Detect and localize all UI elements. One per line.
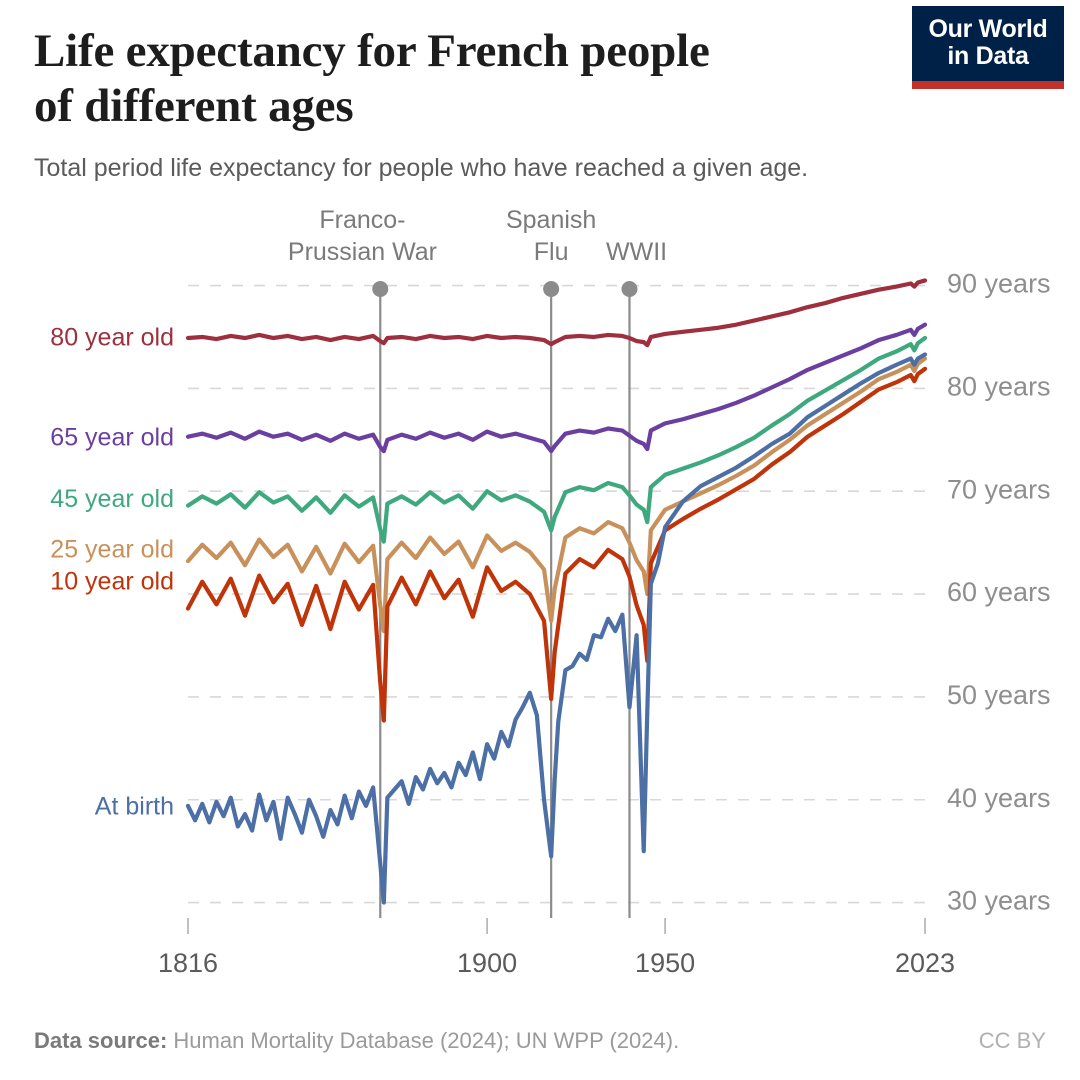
series-label-45-year-old[interactable]: 45 year old [50, 485, 174, 513]
owid-logo-box: Our World in Data [912, 6, 1064, 81]
annotation-label: Flu [534, 238, 569, 266]
y-axis-tick-label: 80 years [947, 372, 1051, 402]
annotation-dot[interactable] [621, 281, 638, 297]
annotation-dot[interactable] [543, 281, 560, 297]
y-axis-tick-label: 40 years [947, 783, 1051, 813]
x-axis-tick-label: 1816 [158, 948, 218, 978]
y-axis-tick-label: 60 years [947, 577, 1051, 607]
owid-logo[interactable]: Our World in Data [912, 6, 1064, 89]
page-title: Life expectancy for French people of dif… [34, 25, 710, 132]
owid-logo-line1: Our World [928, 15, 1048, 43]
series-label-65-year-old[interactable]: 65 year old [50, 423, 174, 451]
series-line-at-birth[interactable] [185, 352, 928, 905]
x-axis-tick-label: 1900 [457, 948, 517, 978]
y-axis-tick-label: 50 years [947, 680, 1051, 710]
series-label-80-year-old[interactable]: 80 year old [50, 324, 174, 352]
chart-subtitle: Total period life expectancy for people … [34, 154, 809, 182]
series-line-80-year-old[interactable] [185, 278, 928, 348]
annotation-label: Franco- [319, 206, 405, 234]
annotation-label: Spanish [506, 206, 596, 234]
chart-footer: Data source: Human Mortality Database (2… [34, 1028, 1046, 1054]
series-line-25-year-old[interactable] [185, 356, 928, 634]
y-axis-tick-label: 90 years [947, 269, 1051, 299]
data-source-label: Data source: [34, 1028, 168, 1053]
series-label-25-year-old[interactable]: 25 year old [50, 535, 174, 563]
data-source: Data source: Human Mortality Database (2… [34, 1028, 679, 1054]
x-axis-tick-label: 2023 [895, 948, 955, 978]
y-axis-tick-label: 30 years [947, 886, 1051, 916]
annotation-dot[interactable] [372, 281, 389, 297]
data-source-text: Human Mortality Database (2024); UN WPP … [167, 1028, 680, 1053]
y-axis-tick-label: 70 years [947, 474, 1051, 504]
series-line-45-year-old[interactable] [185, 335, 928, 544]
annotation-label: Prussian War [288, 238, 437, 266]
annotation-label: WWII [606, 238, 667, 266]
chart-header: Life expectancy for French people of dif… [34, 24, 1046, 194]
owid-logo-line2: in Data [947, 42, 1029, 70]
plot-area: 30 years 40 years 50 years 60 years 70 years… [50, 206, 1051, 978]
series-line-10-year-old[interactable] [185, 366, 928, 723]
series-label-at-birth[interactable]: At birth [95, 793, 174, 821]
series-label-10-year-old[interactable]: 10 year old [50, 567, 174, 595]
license-label[interactable]: CC BY [978, 1028, 1046, 1053]
line-chart-svg: 30 years 40 years 50 years 60 years 70 years… [50, 206, 1051, 978]
x-axis-tick-label: 1950 [635, 948, 695, 978]
series-line-65-year-old[interactable] [185, 322, 928, 454]
owid-logo-bar [912, 81, 1064, 89]
